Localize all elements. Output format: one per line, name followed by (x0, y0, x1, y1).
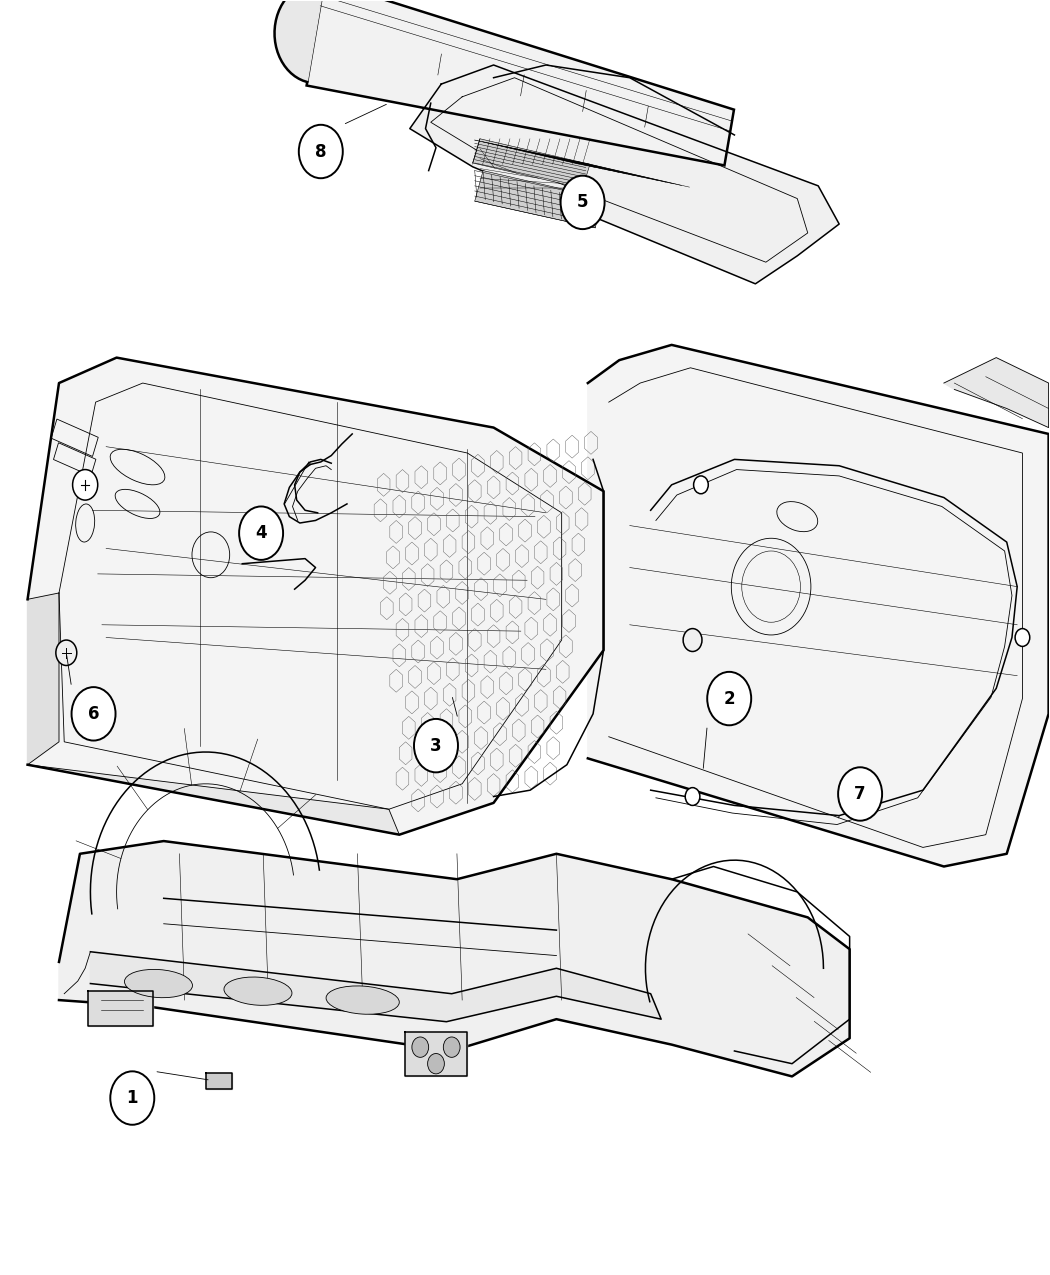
Circle shape (110, 1071, 154, 1125)
Circle shape (443, 1037, 460, 1057)
Circle shape (694, 476, 709, 493)
Ellipse shape (224, 977, 292, 1005)
Circle shape (561, 176, 605, 230)
Text: 1: 1 (127, 1089, 138, 1107)
Circle shape (412, 1037, 428, 1057)
Polygon shape (274, 0, 323, 82)
Polygon shape (307, 0, 734, 166)
Text: 5: 5 (576, 194, 588, 212)
Polygon shape (27, 765, 399, 835)
Polygon shape (944, 357, 1049, 427)
Circle shape (708, 672, 751, 725)
Text: 3: 3 (430, 737, 442, 755)
Circle shape (1015, 629, 1030, 646)
Polygon shape (475, 171, 604, 228)
Polygon shape (404, 1031, 467, 1076)
Circle shape (414, 719, 458, 773)
Polygon shape (27, 357, 604, 835)
Text: 7: 7 (855, 785, 866, 803)
Text: 2: 2 (723, 690, 735, 708)
Text: 4: 4 (255, 524, 267, 542)
Circle shape (56, 640, 77, 666)
Circle shape (684, 629, 702, 652)
Circle shape (576, 191, 589, 207)
Circle shape (299, 125, 342, 178)
Polygon shape (410, 65, 839, 284)
Polygon shape (588, 346, 1049, 867)
Circle shape (838, 768, 882, 821)
Text: 6: 6 (88, 705, 100, 723)
Circle shape (686, 788, 700, 806)
Polygon shape (206, 1072, 232, 1089)
Circle shape (427, 1053, 444, 1074)
Polygon shape (90, 951, 662, 1021)
Ellipse shape (125, 969, 192, 997)
Ellipse shape (327, 986, 399, 1014)
Circle shape (71, 687, 116, 741)
Circle shape (72, 469, 98, 500)
Polygon shape (59, 842, 849, 1076)
Circle shape (239, 506, 284, 560)
Polygon shape (472, 139, 590, 189)
Polygon shape (27, 593, 59, 765)
Polygon shape (88, 991, 153, 1025)
Text: 8: 8 (315, 143, 327, 161)
